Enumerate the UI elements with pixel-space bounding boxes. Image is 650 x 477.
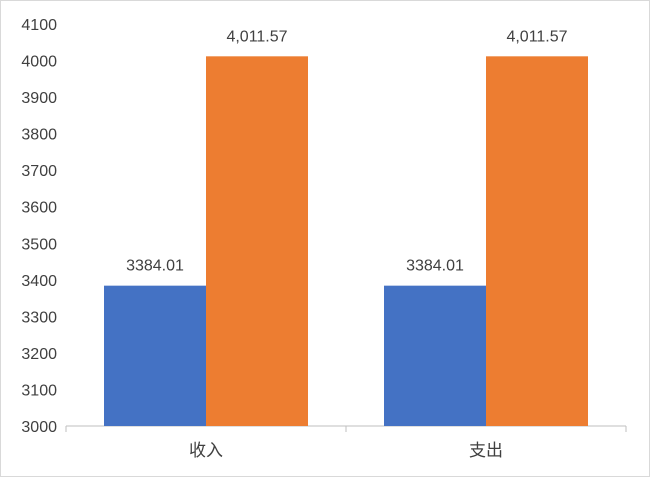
bars: [104, 56, 588, 427]
y-tick-label: 3700: [21, 163, 57, 180]
data-label: 3384.01: [126, 258, 184, 275]
y-tick-label: 3200: [21, 346, 57, 363]
y-tick-label: 3100: [21, 382, 57, 399]
y-tick-label: 3900: [21, 90, 57, 107]
y-tick-label: 4100: [21, 17, 57, 34]
y-tick-label: 3400: [21, 273, 57, 290]
bar-series-2: [206, 56, 308, 427]
y-tick-label: 3500: [21, 236, 57, 253]
data-label: 4,011.57: [506, 28, 567, 45]
bar-series-1: [104, 285, 206, 426]
y-tick-label: 3300: [21, 309, 57, 326]
data-labels: 3384.01 4,011.57 3384.01 4,011.57: [126, 28, 568, 274]
x-category-label: 支出: [469, 441, 503, 461]
data-label: 4,011.57: [226, 28, 287, 45]
y-tick-label: 3000: [21, 419, 57, 436]
y-tick-label: 3800: [21, 127, 57, 144]
y-axis: 3000 3100 3200 3300 3400 3500 3600 3700 3800 3900…: [21, 17, 57, 436]
y-tick-label: 3600: [21, 200, 57, 217]
x-category-label: 收入: [189, 441, 223, 461]
x-axis: 收入 支出: [65, 425, 627, 461]
data-label: 3384.01: [406, 258, 464, 275]
bar-series-2: [486, 56, 588, 427]
y-tick-label: 4000: [21, 54, 57, 71]
bar-series-1: [384, 285, 486, 426]
